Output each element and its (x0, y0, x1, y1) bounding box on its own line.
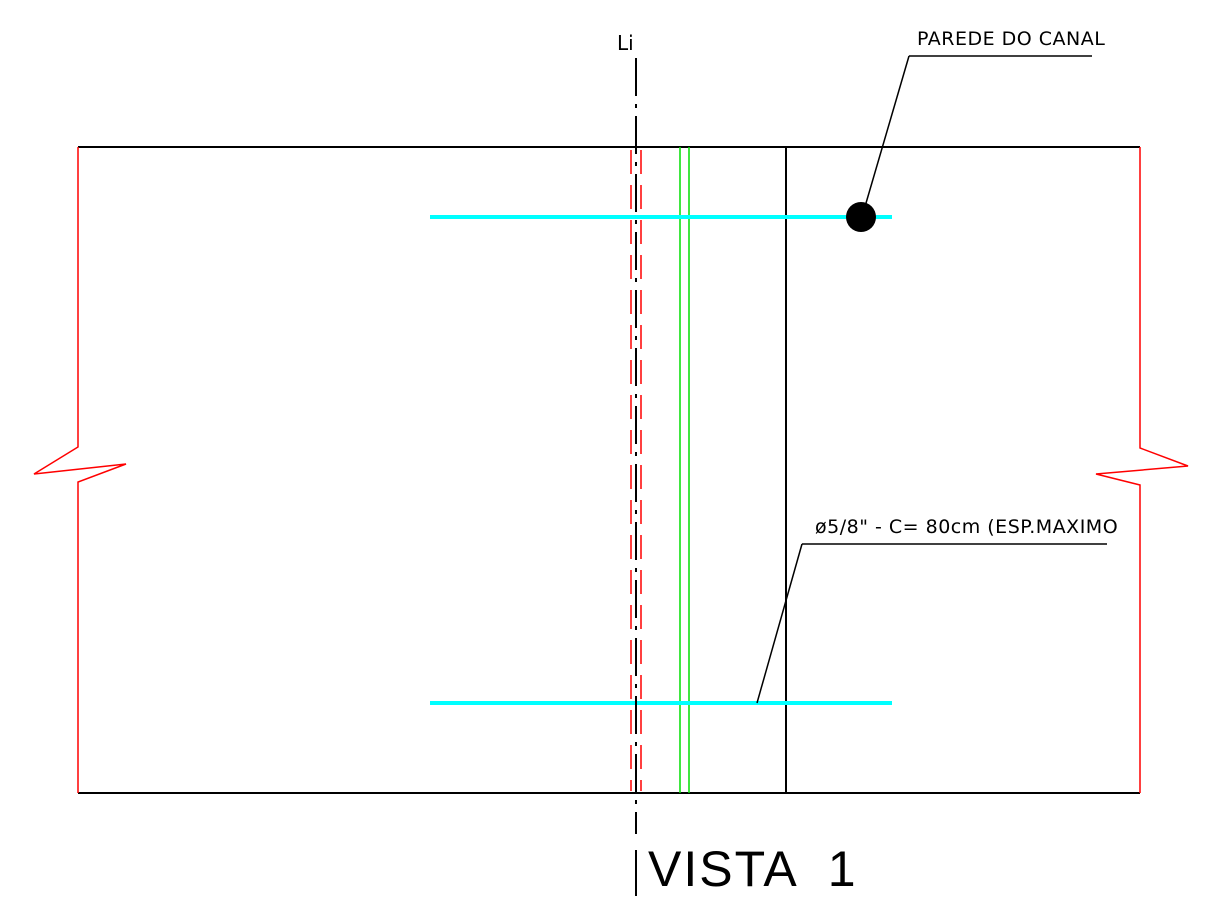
callout-bar-leader-diagonal (756, 543, 803, 704)
bar-section-dot (846, 202, 876, 232)
axis-label: Li (617, 31, 634, 55)
view-title: VISTA 1 (648, 841, 858, 897)
callout-wall-text: PAREDE DO CANAL (917, 28, 1105, 50)
right-break-line (1095, 147, 1189, 793)
callout-bar-text: ø5/8" - C= 80cm (ESP.MAXIMO (815, 516, 1118, 538)
left-break-line (33, 147, 127, 793)
callout-wall-leader-diagonal (863, 55, 910, 211)
